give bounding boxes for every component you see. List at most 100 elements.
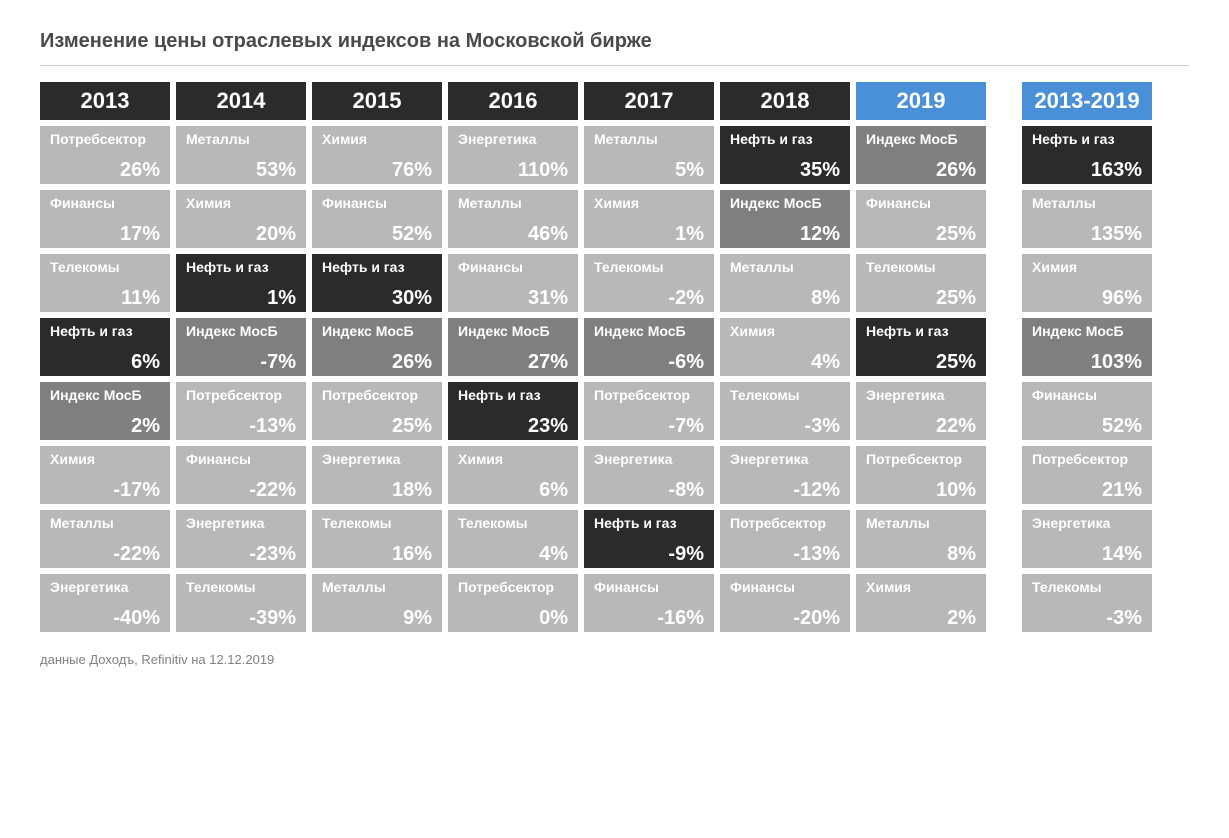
sector-label: Финансы	[730, 580, 840, 595]
sector-label: Индекс МосБ	[594, 324, 704, 339]
sector-cell: Химия -17%	[40, 446, 170, 504]
sector-cell: Индекс МосБ12%	[720, 190, 850, 248]
sector-label: Финансы	[186, 452, 296, 467]
sector-value: 52%	[1032, 416, 1142, 436]
sector-value: 25%	[866, 352, 976, 372]
sector-value: 1%	[594, 224, 704, 244]
sector-value: -40%	[50, 608, 160, 628]
year-header: 2016	[448, 82, 578, 120]
sector-cell: Нефть и газ30%	[312, 254, 442, 312]
sector-cell: Металлы5%	[584, 126, 714, 184]
sector-cell: Финансы -22%	[176, 446, 306, 504]
sector-value: -22%	[186, 480, 296, 500]
sector-label: Телекомы	[866, 260, 976, 275]
sector-value: 76%	[322, 160, 432, 180]
sector-cell: Телекомы-39%	[176, 574, 306, 632]
sector-cell: Потребсектор-13%	[176, 382, 306, 440]
column-spacer	[992, 190, 1016, 248]
sector-cell: Финансы 52%	[312, 190, 442, 248]
sector-value: 25%	[866, 288, 976, 308]
sector-label: Нефть и газ	[866, 324, 976, 339]
sector-label: Индекс МосБ	[322, 324, 432, 339]
sector-value: 22%	[866, 416, 976, 436]
sector-value: 18%	[322, 480, 432, 500]
sector-value: 31%	[458, 288, 568, 308]
sector-cell: Нефть и газ23%	[448, 382, 578, 440]
sector-cell: Телекомы -2%	[584, 254, 714, 312]
sector-cell: Потребсектор0%	[448, 574, 578, 632]
sector-label: Металлы	[322, 580, 432, 595]
sector-label: Финансы	[594, 580, 704, 595]
sector-label: Телекомы	[458, 516, 568, 531]
sector-label: Телекомы	[1032, 580, 1142, 595]
sector-cell: Химия 2%	[856, 574, 986, 632]
sector-value: 6%	[458, 480, 568, 500]
chart-title: Изменение цены отраслевых индексов на Мо…	[40, 30, 1189, 53]
sector-label: Химия	[866, 580, 976, 595]
sector-cell: Металлы53%	[176, 126, 306, 184]
sector-label: Химия	[1032, 260, 1142, 275]
sector-value: -9%	[594, 544, 704, 564]
data-source-footer: данные Доходъ, Refinitiv на 12.12.2019	[40, 652, 1189, 667]
sector-label: Потребсектор	[1032, 452, 1142, 467]
sector-value: 46%	[458, 224, 568, 244]
sector-label: Металлы	[594, 132, 704, 147]
sector-cell: Нефть и газ163%	[1022, 126, 1152, 184]
sector-value: 12%	[730, 224, 840, 244]
sector-label: Металлы	[186, 132, 296, 147]
sector-label: Индекс МосБ	[1032, 324, 1142, 339]
sector-value: 8%	[866, 544, 976, 564]
year-header: 2019	[856, 82, 986, 120]
sector-value: -17%	[50, 480, 160, 500]
sector-cell: Нефть и газ6%	[40, 318, 170, 376]
sector-value: 2%	[866, 608, 976, 628]
sector-cell: Индекс МосБ26%	[312, 318, 442, 376]
sector-label: Телекомы	[730, 388, 840, 403]
sector-value: -23%	[186, 544, 296, 564]
sector-value: 17%	[50, 224, 160, 244]
sector-value: 27%	[458, 352, 568, 372]
sector-cell: Индекс МосБ2%	[40, 382, 170, 440]
sector-cell: Энергетика-23%	[176, 510, 306, 568]
sector-label: Нефть и газ	[730, 132, 840, 147]
sector-cell: Металлы-22%	[40, 510, 170, 568]
sector-label: Нефть и газ	[1032, 132, 1142, 147]
sector-cell: Телекомы-3%	[720, 382, 850, 440]
sector-cell: Нефть и газ -9%	[584, 510, 714, 568]
sector-label: Энергетика	[50, 580, 160, 595]
sector-value: 0%	[458, 608, 568, 628]
sector-value: 9%	[322, 608, 432, 628]
sector-label: Энергетика	[322, 452, 432, 467]
sector-label: Потребсектор	[730, 516, 840, 531]
sector-value: 35%	[730, 160, 840, 180]
sector-value: -22%	[50, 544, 160, 564]
year-header: 2013-2019	[1022, 82, 1152, 120]
sector-cell: Финансы -16%	[584, 574, 714, 632]
year-header: 2017	[584, 82, 714, 120]
sector-label: Телекомы	[594, 260, 704, 275]
sector-value: 103%	[1032, 352, 1142, 372]
sector-cell: Энергетика 22%	[856, 382, 986, 440]
column-spacer	[992, 510, 1016, 568]
year-header: 2015	[312, 82, 442, 120]
sector-returns-grid: 20132014201520162017201820192013-2019Пот…	[40, 82, 1189, 632]
sector-cell: Финансы17%	[40, 190, 170, 248]
sector-cell: Потребсектор21%	[1022, 446, 1152, 504]
sector-value: 8%	[730, 288, 840, 308]
sector-value: -2%	[594, 288, 704, 308]
sector-cell: Химия20%	[176, 190, 306, 248]
sector-value: -13%	[730, 544, 840, 564]
sector-value: -7%	[186, 352, 296, 372]
sector-label: Нефть и газ	[594, 516, 704, 531]
sector-cell: Телекомы 25%	[856, 254, 986, 312]
sector-cell: Потребсектор -13%	[720, 510, 850, 568]
sector-value: 52%	[322, 224, 432, 244]
sector-label: Металлы	[866, 516, 976, 531]
sector-value: -7%	[594, 416, 704, 436]
sector-label: Химия	[594, 196, 704, 211]
sector-value: -16%	[594, 608, 704, 628]
sector-value: 4%	[458, 544, 568, 564]
sector-label: Химия	[50, 452, 160, 467]
sector-label: Энергетика	[866, 388, 976, 403]
sector-label: Финансы	[322, 196, 432, 211]
